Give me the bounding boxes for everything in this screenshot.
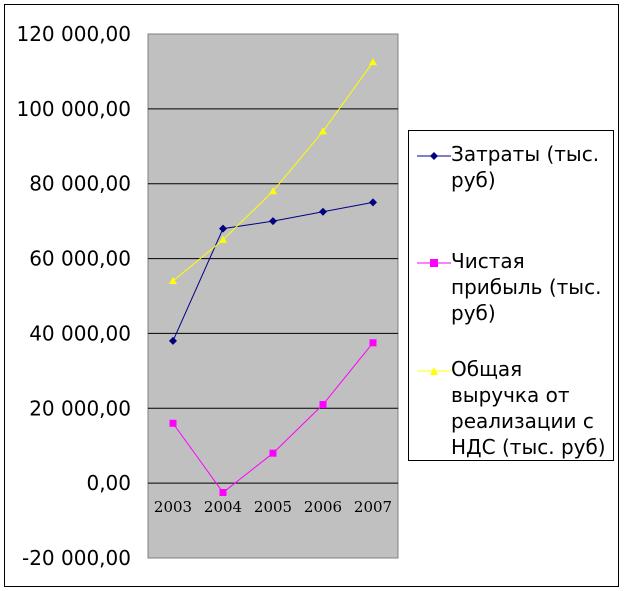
- data-point: [369, 198, 377, 207]
- x-tick-label: 2003: [154, 498, 192, 516]
- plot-area: [147, 33, 399, 559]
- y-tick-label: 60 000,00: [29, 247, 131, 271]
- legend-label-revenue: Общая выручка от реализации с НДС (тыс. …: [451, 357, 606, 459]
- data-point: [269, 449, 277, 457]
- legend-swatch-costs: [417, 152, 451, 160]
- x-tick-label: 2007: [354, 498, 392, 516]
- y-tick-label: -20 000,00: [22, 546, 131, 570]
- x-tick-label: 2005: [254, 498, 292, 516]
- legend-swatch-profit: [417, 259, 451, 267]
- y-tick-label: 120 000,00: [16, 22, 131, 46]
- data-point: [319, 127, 327, 135]
- y-tick-label: 20 000,00: [29, 396, 131, 420]
- data-point: [319, 401, 327, 409]
- y-tick-label: 100 000,00: [16, 97, 131, 121]
- data-point: [369, 58, 377, 66]
- data-point: [219, 489, 227, 496]
- legend-label-profit: Чистая прибыль (тыс. руб): [451, 249, 602, 325]
- legend-swatch-revenue: [417, 367, 451, 375]
- data-point: [219, 224, 227, 233]
- data-point: [269, 187, 277, 195]
- data-point: [169, 419, 177, 427]
- y-tick-label: 0,00: [86, 471, 131, 495]
- y-tick-label: 80 000,00: [29, 172, 131, 196]
- chart-legend: Затраты (тыс. руб) Чистая прибыль (тыс. …: [408, 130, 614, 461]
- data-point: [169, 336, 177, 345]
- data-point: [319, 207, 327, 216]
- data-point: [369, 339, 377, 347]
- data-point: [169, 277, 177, 285]
- x-tick-label: 2004: [204, 498, 242, 516]
- data-point: [269, 217, 277, 226]
- y-tick-label: 40 000,00: [29, 321, 131, 345]
- x-tick-label: 2006: [304, 498, 342, 516]
- data-point: [219, 235, 227, 243]
- legend-label-costs: Затраты (тыс. руб): [451, 142, 600, 192]
